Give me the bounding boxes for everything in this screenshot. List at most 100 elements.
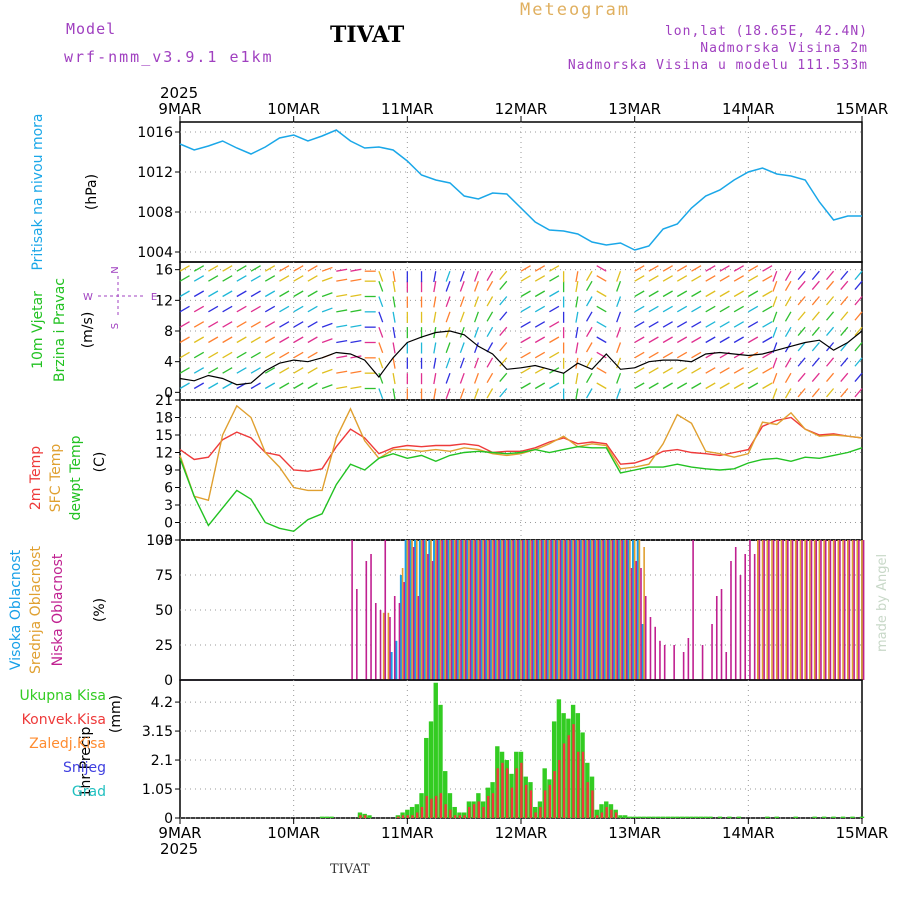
wind-barb: [392, 342, 396, 354]
wind-barb: [826, 388, 835, 398]
wind-barb: [534, 290, 546, 298]
cloud-high-label: Visoka Oblacnost: [8, 549, 24, 670]
wind-barb: [392, 281, 396, 293]
wind-barb: [762, 382, 773, 390]
wind-barb: [250, 336, 261, 344]
wind-barb: [459, 342, 465, 354]
wind-barb: [585, 296, 593, 307]
wind-barb: [840, 342, 849, 352]
wind-barb: [193, 290, 205, 298]
precip-total-bar: [433, 682, 438, 818]
wind-speed-line: [179, 330, 863, 386]
wind-barb: [193, 351, 205, 359]
wind-ylabel-sub: Brzina i Pravac: [52, 278, 68, 382]
wind-barb: [826, 326, 835, 337]
precip-conv-bar: [472, 804, 476, 818]
precip-total-bar: [859, 816, 865, 818]
wind-barb: [499, 311, 508, 321]
wind-barb: [378, 326, 384, 338]
wind-barb: [596, 321, 607, 328]
date-tick-label: 14MAR: [722, 100, 775, 118]
wind-barb: [392, 373, 396, 385]
date-tick-label: 12MAR: [495, 824, 548, 842]
wind-barb: [534, 265, 546, 272]
date-tick-label: 9MAR: [158, 824, 201, 842]
wind-barb: [459, 326, 465, 338]
y-tick-label: 4: [164, 355, 173, 371]
wind-barb: [499, 296, 508, 306]
wind-barb: [222, 321, 233, 328]
precip-conv-bar: [477, 801, 480, 818]
wind-barb: [662, 382, 673, 390]
wind-barb: [433, 357, 437, 369]
wind-barb: [208, 305, 219, 313]
wind-barb: [336, 293, 348, 298]
precip-conv-bar: [614, 812, 618, 818]
wind-barb: [350, 268, 362, 272]
y-tick-label: 1016: [137, 125, 173, 141]
wind-barb: [596, 367, 607, 374]
wind-barb: [392, 296, 396, 308]
wind-barb: [293, 367, 304, 374]
wind-barb: [840, 388, 849, 398]
wind-barb: [549, 382, 560, 390]
precip-conv-bar: [520, 762, 523, 818]
y-tick-label: 1008: [137, 205, 173, 221]
precip-conv-bar: [411, 815, 414, 818]
precip-conv-bar: [539, 806, 542, 818]
wind-barb: [549, 290, 560, 298]
precip-conv-bar: [425, 795, 428, 818]
wind-barb: [797, 372, 806, 383]
precip-total-bar: [622, 815, 628, 818]
wind-barb: [378, 388, 384, 400]
wind-barb: [445, 326, 451, 338]
wind-barb: [321, 322, 333, 328]
model-elevation: Nadmorska Visina u modelu 111.533m: [567, 58, 868, 73]
wind-barb: [854, 296, 863, 306]
wind-barb: [811, 388, 820, 398]
precip-total-bar: [632, 816, 637, 818]
precip-conv-bar: [420, 806, 424, 818]
wind-barb: [222, 265, 233, 272]
precip-conv-bar: [458, 815, 462, 818]
wind-barb: [179, 275, 190, 282]
station-title: TIVAT: [330, 22, 405, 48]
wind-barb: [762, 336, 773, 344]
wind-barb: [474, 326, 479, 338]
precip-total-bar: [765, 816, 770, 818]
precip-conv-bar: [577, 751, 580, 818]
precip-total-bar: [717, 816, 723, 818]
temp-2m-label: 2m Temp: [28, 446, 44, 510]
wind-barb: [676, 290, 688, 298]
wind-barb: [575, 388, 579, 400]
wind-barb: [648, 382, 659, 390]
wind-barb: [433, 388, 437, 400]
wind-barb: [811, 372, 820, 383]
wind-barb: [797, 388, 806, 398]
y-tick-label: 21: [155, 393, 173, 409]
wind-barb: [733, 290, 744, 298]
wind-barb: [486, 357, 494, 368]
precip-conv-bar: [487, 795, 490, 818]
wind-barb: [662, 305, 673, 313]
wind-barb: [236, 336, 247, 344]
precip-total-bar: [660, 816, 666, 818]
wind-barb: [459, 270, 465, 282]
y-tick-label: -3: [159, 533, 173, 549]
wind-barb: [392, 271, 396, 283]
wind-barb: [486, 326, 494, 338]
wind-barb: [520, 321, 531, 328]
wind-barb: [520, 367, 531, 374]
wind-barb: [250, 275, 261, 282]
wind-barb: [321, 338, 333, 344]
wind-barb: [811, 342, 820, 352]
wind-barb: [691, 367, 702, 374]
wind-barb: [520, 290, 531, 298]
wind-barb: [733, 275, 744, 282]
precip-total-bar: [698, 816, 704, 818]
wind-barb: [474, 388, 479, 400]
wind-barb: [336, 324, 348, 328]
model-run: wrf-nmm_v3.9.1 e1km: [64, 48, 274, 66]
wind-barb: [634, 275, 645, 282]
